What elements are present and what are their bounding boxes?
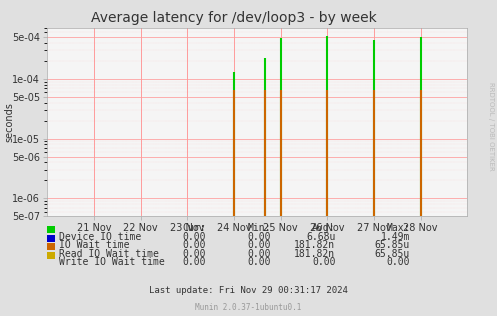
Text: 181.82n: 181.82n <box>294 249 335 259</box>
Text: Munin 2.0.37-1ubuntu0.1: Munin 2.0.37-1ubuntu0.1 <box>195 303 302 312</box>
Text: 181.82n: 181.82n <box>294 240 335 250</box>
Text: 1.49m: 1.49m <box>381 232 410 242</box>
Text: 0.00: 0.00 <box>183 257 206 267</box>
Text: Avg:: Avg: <box>312 223 335 233</box>
Y-axis label: seconds: seconds <box>4 102 14 143</box>
Text: Write IO Wait time: Write IO Wait time <box>59 257 165 267</box>
Text: 0.00: 0.00 <box>183 232 206 242</box>
Text: Device IO time: Device IO time <box>59 232 141 242</box>
Text: RRDTOOL / TOBI OETIKER: RRDTOOL / TOBI OETIKER <box>488 82 494 171</box>
Text: 0.00: 0.00 <box>248 249 271 259</box>
Text: 0.00: 0.00 <box>248 240 271 250</box>
Text: Cur:: Cur: <box>183 223 206 233</box>
Text: 0.00: 0.00 <box>248 257 271 267</box>
Text: 0.00: 0.00 <box>183 249 206 259</box>
Text: 6.68u: 6.68u <box>306 232 335 242</box>
Text: 65.85u: 65.85u <box>375 249 410 259</box>
Text: 0.00: 0.00 <box>183 240 206 250</box>
Text: Max:: Max: <box>387 223 410 233</box>
Text: Last update: Fri Nov 29 00:31:17 2024: Last update: Fri Nov 29 00:31:17 2024 <box>149 286 348 295</box>
Text: 0.00: 0.00 <box>312 257 335 267</box>
Text: IO Wait time: IO Wait time <box>59 240 129 250</box>
Text: Min:: Min: <box>248 223 271 233</box>
Text: 0.00: 0.00 <box>248 232 271 242</box>
Text: 65.85u: 65.85u <box>375 240 410 250</box>
Text: Average latency for /dev/loop3 - by week: Average latency for /dev/loop3 - by week <box>91 11 376 25</box>
Text: Read IO Wait time: Read IO Wait time <box>59 249 159 259</box>
Text: 0.00: 0.00 <box>387 257 410 267</box>
